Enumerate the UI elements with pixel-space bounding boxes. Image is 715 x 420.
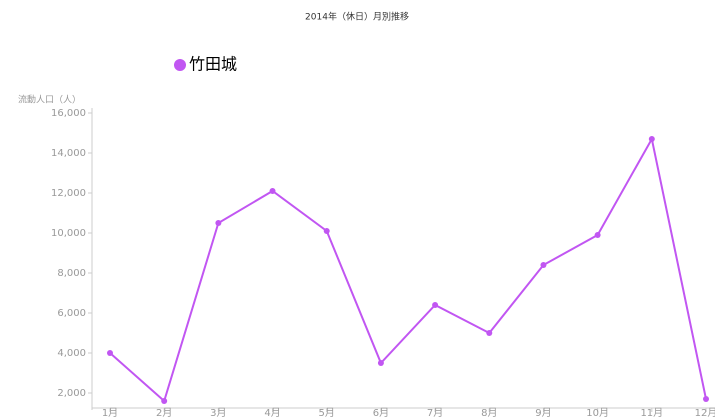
- y-tick-label: 2,000: [57, 388, 86, 399]
- y-tick-label: 14,000: [51, 148, 86, 159]
- data-point: [432, 302, 439, 308]
- y-tick-label: 12,000: [51, 188, 86, 199]
- data-point: [486, 330, 493, 336]
- data-point: [540, 262, 547, 268]
- legend-label: 竹田城: [189, 55, 237, 74]
- y-tick-label: 16,000: [51, 108, 86, 119]
- x-tick-label: 8月: [481, 407, 497, 419]
- data-point: [648, 136, 655, 142]
- y-tick-label: 4,000: [57, 348, 86, 359]
- x-tick-label: 5月: [319, 407, 335, 419]
- x-tick-label: 12月: [695, 407, 715, 419]
- data-point: [377, 360, 384, 366]
- data-point: [703, 396, 709, 402]
- x-tick-label: 1月: [102, 407, 118, 419]
- data-point: [161, 398, 168, 404]
- data-point: [215, 220, 222, 226]
- x-tick-label: 3月: [210, 407, 226, 419]
- data-point: [269, 188, 276, 194]
- x-tick-label: 2月: [156, 407, 172, 419]
- y-tick-label: 10,000: [51, 228, 86, 239]
- x-tick-label: 7月: [427, 407, 443, 419]
- y-tick-label: 8,000: [57, 268, 86, 279]
- x-tick-label: 6月: [373, 407, 389, 419]
- x-tick-label: 9月: [535, 407, 551, 419]
- x-tick-label: 4月: [264, 407, 280, 419]
- data-point: [107, 350, 113, 356]
- legend-marker: [174, 59, 186, 71]
- x-tick-label: 10月: [586, 407, 609, 419]
- chart-title: 2014年（休日）月別推移: [305, 11, 409, 23]
- data-point: [594, 232, 601, 238]
- y-tick-label: 6,000: [57, 308, 86, 319]
- x-tick-label: 11月: [640, 407, 663, 419]
- data-point: [323, 228, 330, 234]
- y-axis-label: 流動人口（人）: [18, 94, 81, 106]
- series-line: [109, 136, 707, 403]
